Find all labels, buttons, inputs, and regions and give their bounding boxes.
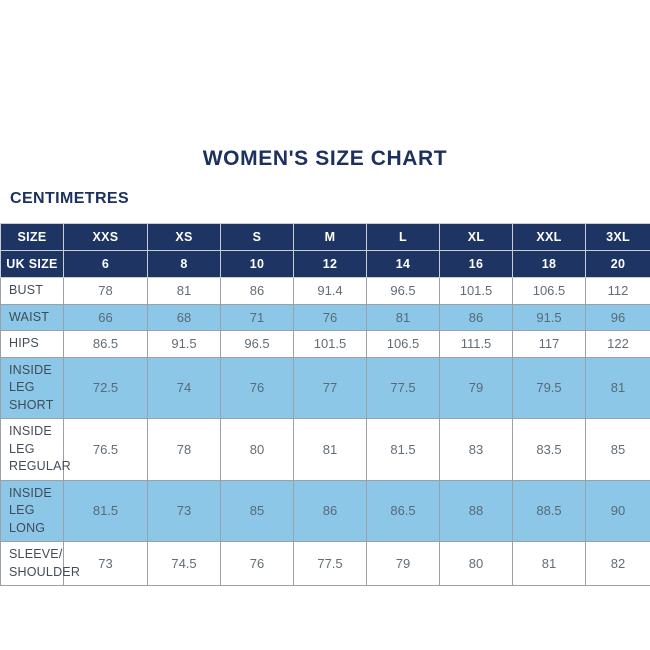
measurement-value-cell: 79.5	[512, 356, 586, 419]
measurement-value-cell: 76	[220, 541, 294, 586]
measurement-row-label: INSIDE LEG LONG	[0, 479, 64, 542]
measurement-value-cell: 71	[220, 303, 294, 331]
measurement-value-cell: 111.5	[439, 330, 513, 358]
measurement-value-cell: 73	[63, 541, 148, 586]
measurement-value-cell: 81	[366, 303, 440, 331]
measurement-value-cell: 86	[293, 479, 367, 542]
measurement-value-cell: 88	[439, 479, 513, 542]
measurement-value-cell: 85	[585, 418, 650, 481]
measurement-value-cell: 96.5	[220, 330, 294, 358]
measurement-row-label: INSIDE LEG SHORT	[0, 356, 64, 419]
measurement-row-label: BUST	[0, 277, 64, 305]
measurement-value-cell: 66	[63, 303, 148, 331]
uk-size-cell: 6	[63, 250, 148, 278]
size-header-label: SIZE	[0, 223, 64, 251]
size-header-cell: XXL	[512, 223, 586, 251]
measurement-value-cell: 78	[147, 418, 221, 481]
uk-size-label: UK SIZE	[0, 250, 64, 278]
measurement-value-cell: 86	[220, 277, 294, 305]
measurement-row: BUST 78 81 86 91.4 96.5 101.5 106.5 112	[0, 277, 650, 305]
table-header: SIZE XXS XS S M L XL XXL 3XL UK SIZE 6 8 10 12 14 16 18 2…	[0, 223, 650, 278]
measurement-value-cell: 77	[293, 356, 367, 419]
measurement-value-cell: 90	[585, 479, 650, 542]
measurement-value-cell: 117	[512, 330, 586, 358]
measurement-value-cell: 83.5	[512, 418, 586, 481]
measurement-value-cell: 91.5	[512, 303, 586, 331]
measurement-value-cell: 74.5	[147, 541, 221, 586]
measurement-value-cell: 112	[585, 277, 650, 305]
measurement-value-cell: 96.5	[366, 277, 440, 305]
measurement-value-cell: 76	[293, 303, 367, 331]
size-header-cell: M	[293, 223, 367, 251]
measurement-value-cell: 101.5	[439, 277, 513, 305]
measurement-row-label: SLEEVE/ SHOULDER	[0, 541, 80, 586]
measurement-value-cell: 77.5	[293, 541, 367, 586]
size-header-cell: XXS	[63, 223, 148, 251]
size-chart-table: SIZE XXS XS S M L XL XXL 3XL UK SIZE 6 8 10 12 14 16 18 2…	[0, 223, 650, 586]
measurement-value-cell: 81	[512, 541, 586, 586]
measurement-value-cell: 78	[63, 277, 148, 305]
measurement-value-cell: 76.5	[63, 418, 148, 481]
measurement-value-cell: 122	[585, 330, 650, 358]
size-header-cell: XL	[439, 223, 513, 251]
measurement-value-cell: 81.5	[63, 479, 148, 542]
measurement-value-cell: 86.5	[366, 479, 440, 542]
measurement-value-cell: 81	[147, 277, 221, 305]
measurement-value-cell: 80	[439, 541, 513, 586]
uk-size-cell: 16	[439, 250, 513, 278]
measurement-value-cell: 73	[147, 479, 221, 542]
uk-size-cell: 14	[366, 250, 440, 278]
measurement-value-cell: 101.5	[293, 330, 367, 358]
measurement-value-cell: 85	[220, 479, 294, 542]
units-heading: CENTIMETRES	[10, 190, 130, 207]
measurement-value-cell: 79	[366, 541, 440, 586]
measurement-value-cell: 72.5	[63, 356, 148, 419]
measurement-value-cell: 91.4	[293, 277, 367, 305]
measurement-value-cell: 80	[220, 418, 294, 481]
measurement-value-cell: 81.5	[366, 418, 440, 481]
measurement-row: SLEEVE/ SHOULDER 73 74.5 76 77.5 79 80 81 82	[0, 541, 650, 586]
measurement-value-cell: 74	[147, 356, 221, 419]
measurement-value-cell: 79	[439, 356, 513, 419]
size-header-cell: 3XL	[585, 223, 650, 251]
measurement-value-cell: 106.5	[512, 277, 586, 305]
measurement-value-cell: 77.5	[366, 356, 440, 419]
table-body: BUST 78 81 86 91.4 96.5 101.5 106.5 112 WAIST 66 68…	[0, 277, 650, 586]
measurement-row: INSIDE LEG LONG 81.5 73 85 86 86.5 88 88.5 90	[0, 479, 650, 542]
measurement-value-cell: 81	[293, 418, 367, 481]
measurement-row: INSIDE LEG REGULAR 76.5 78 80 81 81.5 83 83.5 85	[0, 418, 650, 481]
measurement-value-cell: 68	[147, 303, 221, 331]
measurement-row-label: INSIDE LEG REGULAR	[0, 418, 71, 481]
measurement-row: HIPS 86.5 91.5 96.5 101.5 106.5 111.5 117 122	[0, 330, 650, 358]
measurement-value-cell: 88.5	[512, 479, 586, 542]
size-header-cell: L	[366, 223, 440, 251]
measurement-row: WAIST 66 68 71 76 81 86 91.5 96	[0, 303, 650, 331]
measurement-value-cell: 81	[585, 356, 650, 419]
measurement-value-cell: 76	[220, 356, 294, 419]
measurement-value-cell: 86	[439, 303, 513, 331]
measurement-row-label: HIPS	[0, 330, 64, 358]
size-header-cell: S	[220, 223, 294, 251]
measurement-value-cell: 86.5	[63, 330, 148, 358]
measurement-value-cell: 91.5	[147, 330, 221, 358]
size-header-row: SIZE XXS XS S M L XL XXL 3XL	[0, 223, 650, 251]
measurement-row: INSIDE LEG SHORT 72.5 74 76 77 77.5 79 79.5 81	[0, 356, 650, 419]
uk-size-row: UK SIZE 6 8 10 12 14 16 18 20	[0, 250, 650, 278]
measurement-value-cell: 82	[585, 541, 650, 586]
size-header-cell: XS	[147, 223, 221, 251]
uk-size-cell: 20	[585, 250, 650, 278]
uk-size-cell: 12	[293, 250, 367, 278]
page-title: WOMEN'S SIZE CHART	[202, 147, 448, 170]
measurement-value-cell: 106.5	[366, 330, 440, 358]
measurement-row-label: WAIST	[0, 303, 64, 331]
uk-size-cell: 10	[220, 250, 294, 278]
measurement-value-cell: 83	[439, 418, 513, 481]
uk-size-cell: 18	[512, 250, 586, 278]
measurement-value-cell: 96	[585, 303, 650, 331]
uk-size-cell: 8	[147, 250, 221, 278]
